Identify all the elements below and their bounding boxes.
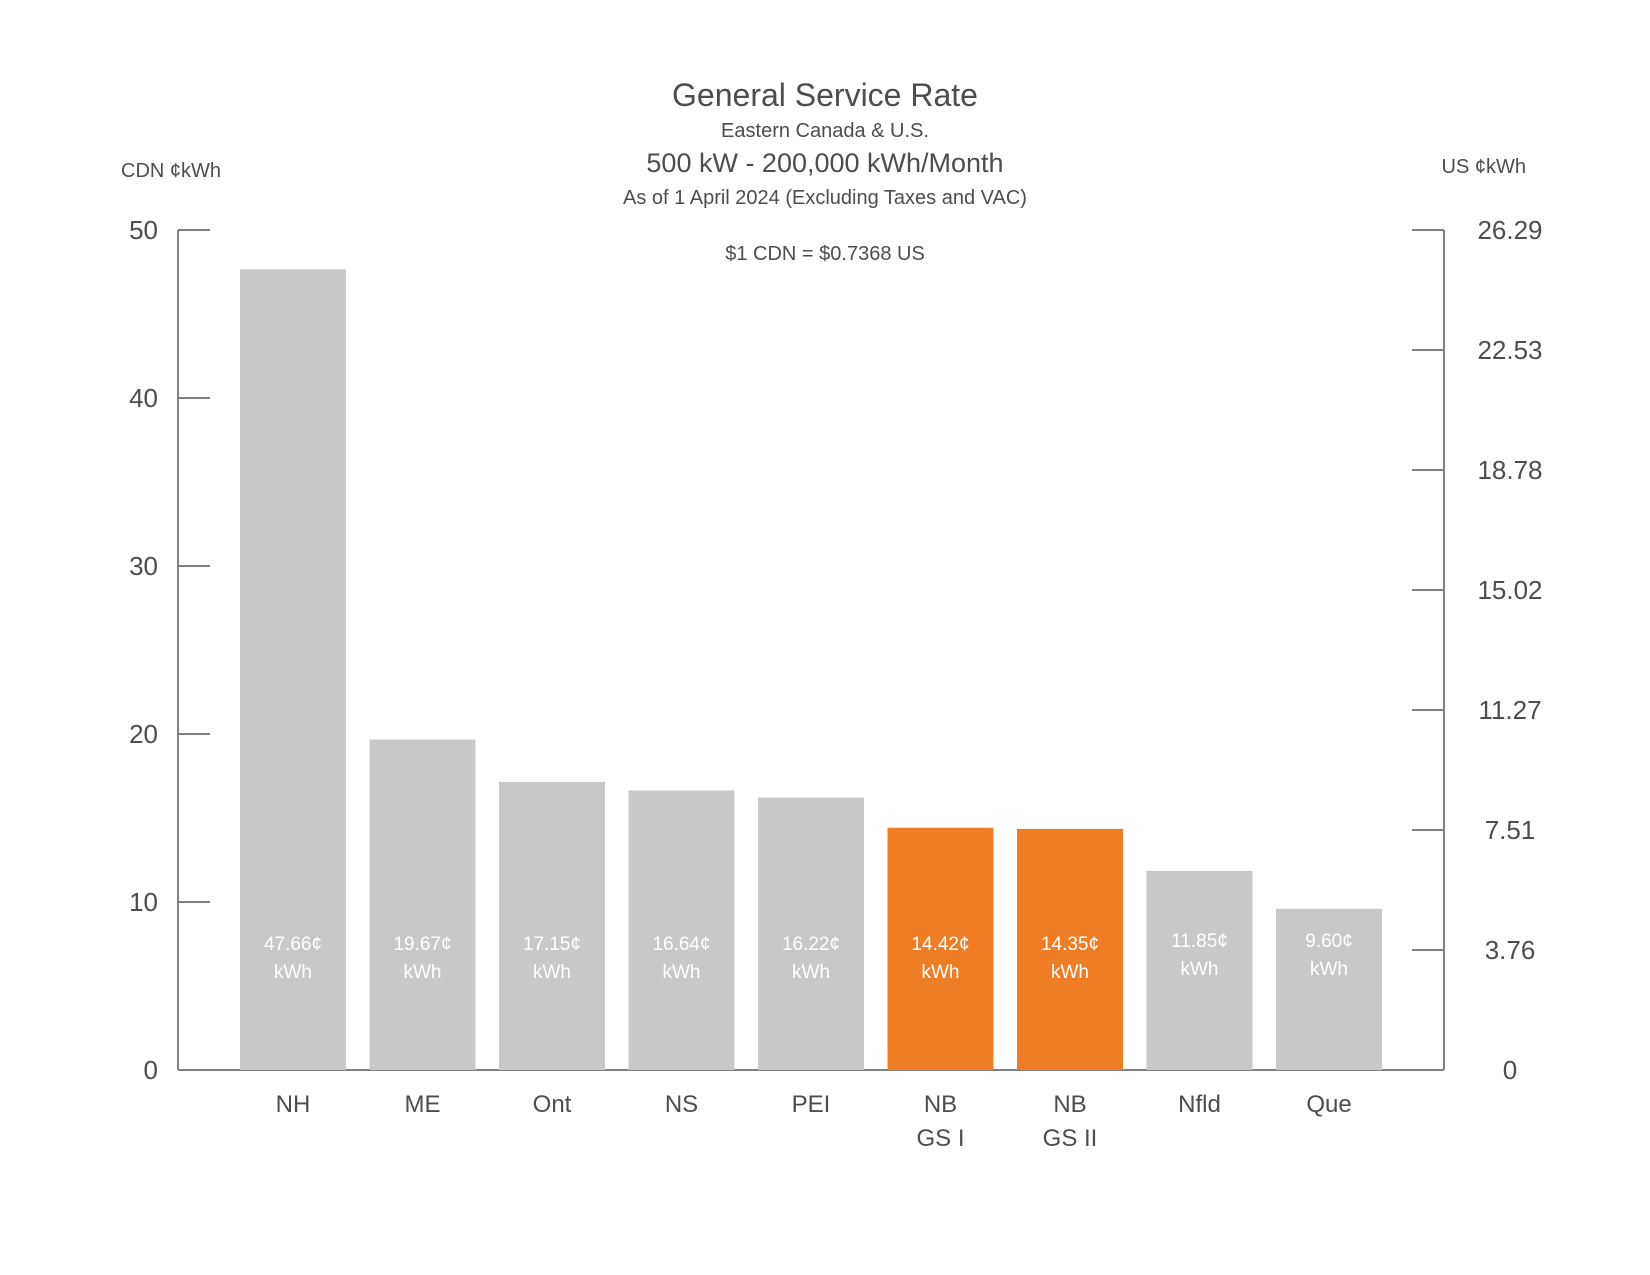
category-label: Que: [1306, 1091, 1351, 1118]
right-tick-label: 22.53: [1477, 335, 1542, 365]
category-labels: NH ME Ont NS PEI NB GS I NB GS II Nfld Que: [276, 1091, 1352, 1152]
bar-value-label: kWh: [404, 962, 442, 983]
category-label: Nfld: [1178, 1091, 1221, 1118]
chart-as-of-note: As of 1 April 2024 (Excluding Taxes and …: [623, 187, 1027, 209]
left-axis-ticks: 0 10 20 30 40 50: [129, 215, 210, 1085]
category-label: PEI: [792, 1091, 831, 1118]
right-tick-label: 18.78: [1477, 455, 1542, 485]
right-axis-unit-label: US ¢kWh: [1442, 156, 1526, 178]
bar-value-label: 17.15¢: [523, 934, 581, 955]
left-tick-label: 40: [129, 383, 158, 413]
category-label: NB: [924, 1091, 957, 1118]
bar-value-label: 9.60¢: [1305, 931, 1353, 952]
bar-value-label: kWh: [922, 962, 960, 983]
left-tick-label: 10: [129, 887, 158, 917]
category-label: ME: [405, 1091, 441, 1118]
bar: [240, 269, 346, 1070]
left-tick-label: 30: [129, 551, 158, 581]
chart-subtitle-region: Eastern Canada & U.S.: [721, 120, 929, 142]
bar: [499, 781, 605, 1070]
bar-value-labels: 47.66¢ kWh 19.67¢ kWh 17.15¢ kWh 16.64¢ kWh 16.2…: [264, 931, 1353, 983]
bar-value-label: kWh: [792, 962, 830, 983]
bar-value-label: 16.22¢: [782, 934, 840, 955]
bar-value-label: 11.85¢: [1171, 931, 1228, 952]
bar: [887, 827, 994, 1070]
chart-subtitle-service: 500 kW - 200,000 kWh/Month: [646, 148, 1003, 178]
bar: [1146, 870, 1253, 1070]
bar: [758, 797, 864, 1070]
left-axis-unit-label: CDN ¢kWh: [121, 160, 221, 182]
bars: [240, 269, 1382, 1070]
right-tick-label: 7.51: [1485, 815, 1536, 845]
bar-value-label: kWh: [1181, 959, 1219, 980]
bar-value-label: 19.67¢: [393, 934, 451, 955]
left-tick-label: 0: [144, 1055, 158, 1085]
bar-value-label: 14.42¢: [911, 934, 969, 955]
right-tick-label: 26.29: [1477, 215, 1542, 245]
bar-value-label: 16.64¢: [652, 934, 710, 955]
right-tick-label: 15.02: [1477, 575, 1542, 605]
category-label: Ont: [533, 1091, 572, 1118]
bar-value-label: kWh: [533, 962, 571, 983]
bar: [369, 739, 476, 1070]
bar-value-label: 47.66¢: [264, 934, 322, 955]
bar-value-label: kWh: [274, 962, 312, 983]
bar: [628, 790, 735, 1070]
left-tick-label: 20: [129, 719, 158, 749]
category-label: NS: [665, 1091, 698, 1118]
category-label: NH: [276, 1091, 311, 1118]
bar-value-label: 14.35¢: [1041, 934, 1099, 955]
bar-value-label: kWh: [1310, 959, 1348, 980]
chart-title: General Service Rate: [672, 77, 978, 113]
exchange-rate-note: $1 CDN = $0.7368 US: [725, 243, 925, 265]
bar: [1276, 908, 1382, 1070]
bar: [1017, 828, 1123, 1070]
right-tick-label: 11.27: [1478, 695, 1541, 725]
right-axis-ticks: 0 3.76 7.51 11.27 15.02 18.78 22.53 26.29: [1412, 215, 1543, 1085]
category-label: NB: [1053, 1091, 1086, 1118]
right-tick-label: 0: [1503, 1055, 1517, 1085]
bar-value-label: kWh: [663, 962, 701, 983]
category-label: GS II: [1043, 1125, 1098, 1152]
left-tick-label: 50: [129, 215, 158, 245]
right-tick-label: 3.76: [1485, 935, 1536, 965]
bar-value-label: kWh: [1051, 962, 1089, 983]
category-label: GS I: [916, 1125, 964, 1152]
